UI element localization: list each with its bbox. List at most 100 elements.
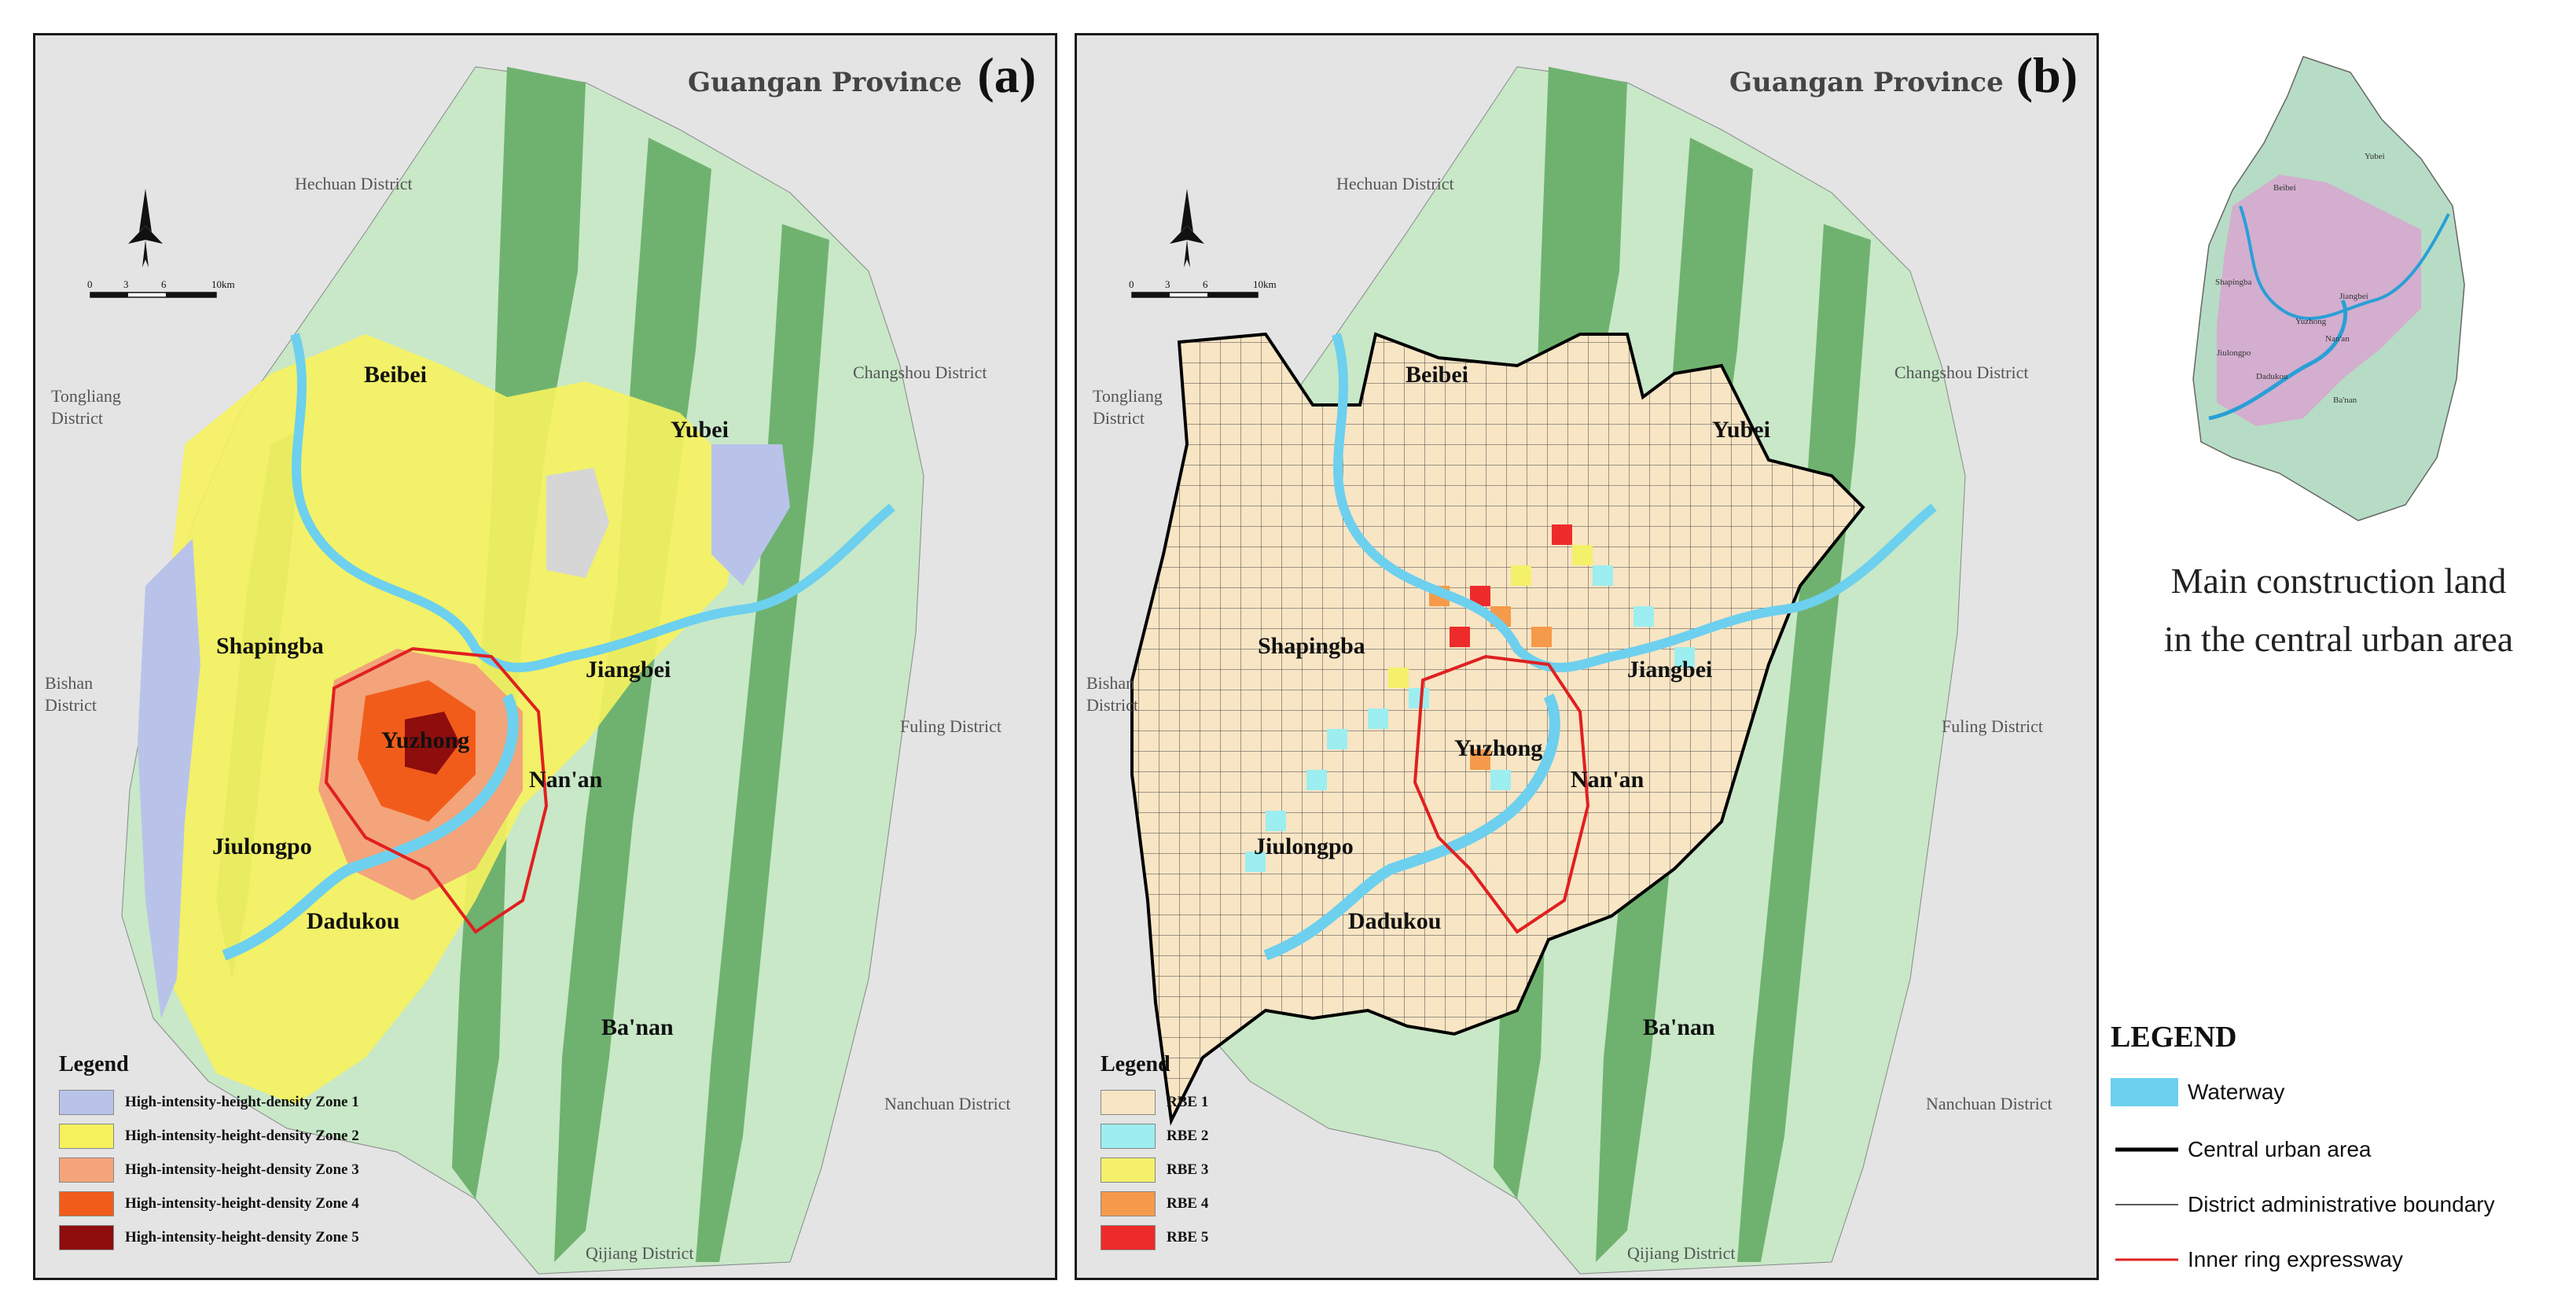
legend-item: High-intensity-height-density Zone 2 bbox=[59, 1119, 359, 1153]
neighbor-changshou: Changshou District bbox=[853, 362, 987, 382]
ridge-3 bbox=[696, 224, 829, 1262]
main-legend-label: District administrative boundary bbox=[2188, 1192, 2495, 1216]
legend-swatch bbox=[1101, 1089, 1156, 1115]
inset-label-yubei: Yubei bbox=[2365, 152, 2385, 161]
main-legend-title: LEGEND bbox=[2111, 1021, 2237, 1054]
central-urban-line-swatch bbox=[2115, 1147, 2178, 1152]
district-banan: Ba'nan bbox=[601, 1014, 674, 1040]
legend-item: RBE 2 bbox=[1101, 1119, 1208, 1153]
main-legend-item: Inner ring expressway bbox=[2111, 1244, 2403, 1275]
district-beibei: Beibei bbox=[1406, 362, 1468, 388]
legend-item: RBE 4 bbox=[1101, 1187, 1208, 1220]
scale-label: 6 bbox=[1203, 278, 1208, 290]
legend-swatch bbox=[59, 1157, 114, 1183]
district-jiulongpo: Jiulongpo bbox=[1254, 833, 1354, 859]
neighbor-fuling: Fuling District bbox=[900, 716, 1001, 736]
main-legend-label: Inner ring expressway bbox=[2188, 1247, 2403, 1271]
inset-caption: Main construction land in the central ur… bbox=[2111, 552, 2567, 668]
district-nanan: Nan'an bbox=[1571, 767, 1644, 793]
main-legend-item: Waterway bbox=[2111, 1076, 2284, 1108]
legend-b: Legend RBE 1 RBE 2 RBE 3 RBE 4 RBE 5 bbox=[1101, 1052, 1208, 1254]
legend-swatch bbox=[59, 1224, 114, 1250]
scale-label: 3 bbox=[123, 278, 129, 290]
neighbor-bishan: Bishan District bbox=[45, 673, 97, 715]
lake bbox=[546, 468, 609, 578]
district-jiangbei: Jiangbei bbox=[1627, 657, 1713, 683]
legend-swatch bbox=[59, 1123, 114, 1149]
legend-item: High-intensity-height-density Zone 4 bbox=[59, 1187, 359, 1220]
legend-a: Legend High-intensity-height-density Zon… bbox=[59, 1052, 359, 1254]
district-boundary-line-swatch bbox=[2115, 1204, 2178, 1205]
district-shapingba: Shapingba bbox=[216, 633, 324, 659]
scale-bar: 0 3 6 10km bbox=[1129, 278, 1277, 298]
inset-label-nanan: Nan'an bbox=[2325, 334, 2350, 344]
scale-label: 0 bbox=[87, 278, 93, 290]
scale-label: 10km bbox=[1253, 278, 1277, 290]
inset-label-yuzhong: Yuzhong bbox=[2295, 317, 2327, 326]
legend-item: RBE 3 bbox=[1101, 1153, 1208, 1187]
legend-label: RBE 4 bbox=[1167, 1194, 1209, 1212]
neighbor-fuling: Fuling District bbox=[1942, 716, 2043, 736]
legend-swatch bbox=[1101, 1157, 1156, 1183]
inner-ring-expressway bbox=[324, 646, 549, 934]
north-arrow-icon bbox=[1170, 189, 1204, 267]
neighbor-qijiang: Qijiang District bbox=[1627, 1243, 1736, 1263]
province-label: Guangan Province bbox=[1729, 67, 2004, 98]
district-shapingba: Shapingba bbox=[1258, 633, 1365, 659]
neighbor-hechuan: Hechuan District bbox=[1336, 174, 1454, 193]
inner-ring-line-swatch bbox=[2115, 1258, 2178, 1261]
neighbor-bishan: Bishan District bbox=[1086, 673, 1138, 715]
legend-swatch bbox=[1101, 1123, 1156, 1149]
legend-label: High-intensity-height-density Zone 3 bbox=[125, 1161, 359, 1178]
scale-bar: 0 3 6 10km bbox=[87, 278, 235, 298]
legend-label: High-intensity-height-density Zone 1 bbox=[125, 1093, 359, 1110]
inset-label-jiulongpo: Jiulongpo bbox=[2217, 348, 2251, 358]
province-label: Guangan Province bbox=[688, 67, 962, 98]
waterway-swatch bbox=[2111, 1078, 2178, 1106]
legend-swatch bbox=[1101, 1224, 1156, 1250]
legend-title: Legend bbox=[59, 1052, 129, 1076]
inset-label-dadukou: Dadukou bbox=[2256, 372, 2288, 381]
map-panel-a: (a) Guangan Province Hechuan District To… bbox=[33, 33, 1057, 1280]
legend-item: High-intensity-height-density Zone 1 bbox=[59, 1085, 359, 1119]
district-nanan: Nan'an bbox=[529, 767, 603, 793]
inset-label-beibei: Beibei bbox=[2273, 183, 2296, 193]
neighbor-changshou: Changshou District bbox=[1894, 362, 2029, 382]
map-b-canvas bbox=[1130, 66, 1966, 1275]
river-yangtze bbox=[222, 693, 519, 961]
district-jiulongpo: Jiulongpo bbox=[212, 833, 312, 859]
legend-label: RBE 2 bbox=[1167, 1127, 1209, 1144]
neighbor-nanchuan: Nanchuan District bbox=[1926, 1094, 2052, 1113]
scale-label: 10km bbox=[211, 278, 235, 290]
scale-label: 0 bbox=[1129, 278, 1134, 290]
inner-ring-expressway bbox=[1413, 654, 1590, 934]
district-jiangbei: Jiangbei bbox=[586, 657, 671, 683]
scale-label: 3 bbox=[1165, 278, 1170, 290]
main-legend-label: Waterway bbox=[2188, 1080, 2285, 1104]
zone-5-area bbox=[405, 712, 460, 775]
legend-label: RBE 5 bbox=[1167, 1228, 1209, 1246]
scale-label: 6 bbox=[161, 278, 167, 290]
legend-label: High-intensity-height-density Zone 4 bbox=[125, 1194, 359, 1212]
legend-item: High-intensity-height-density Zone 3 bbox=[59, 1153, 359, 1187]
legend-label: High-intensity-height-density Zone 2 bbox=[125, 1127, 359, 1144]
district-beibei: Beibei bbox=[364, 362, 427, 388]
river-jialing bbox=[290, 333, 895, 672]
inset-label-shapingba: Shapingba bbox=[2215, 278, 2252, 287]
inset-caption-line2: in the central urban area bbox=[2163, 619, 2514, 659]
panel-label: (b) bbox=[2016, 47, 2078, 103]
neighbor-tongliang: Tongliang District bbox=[51, 386, 121, 428]
inset-label-jiangbei: Jiangbei bbox=[2339, 292, 2368, 301]
inset-map: Beibei Yubei Shapingba Jiangbei Yuzhong … bbox=[2192, 56, 2465, 521]
legend-item: RBE 5 bbox=[1101, 1220, 1208, 1254]
legend-label: RBE 1 bbox=[1167, 1093, 1209, 1110]
main-legend-item: Central urban area bbox=[2111, 1134, 2371, 1165]
district-yubei: Yubei bbox=[671, 417, 729, 443]
neighbor-qijiang: Qijiang District bbox=[586, 1243, 694, 1263]
district-banan: Ba'nan bbox=[1643, 1014, 1715, 1040]
map-panel-b: (b) Guangan Province Hechuan District To… bbox=[1075, 33, 2099, 1280]
legend-label: High-intensity-height-density Zone 5 bbox=[125, 1228, 359, 1246]
district-yuzhong: Yuzhong bbox=[1454, 735, 1543, 761]
neighbor-tongliang: Tongliang District bbox=[1093, 386, 1163, 428]
side-panel: Beibei Yubei Shapingba Jiangbei Yuzhong … bbox=[2111, 33, 2567, 1275]
